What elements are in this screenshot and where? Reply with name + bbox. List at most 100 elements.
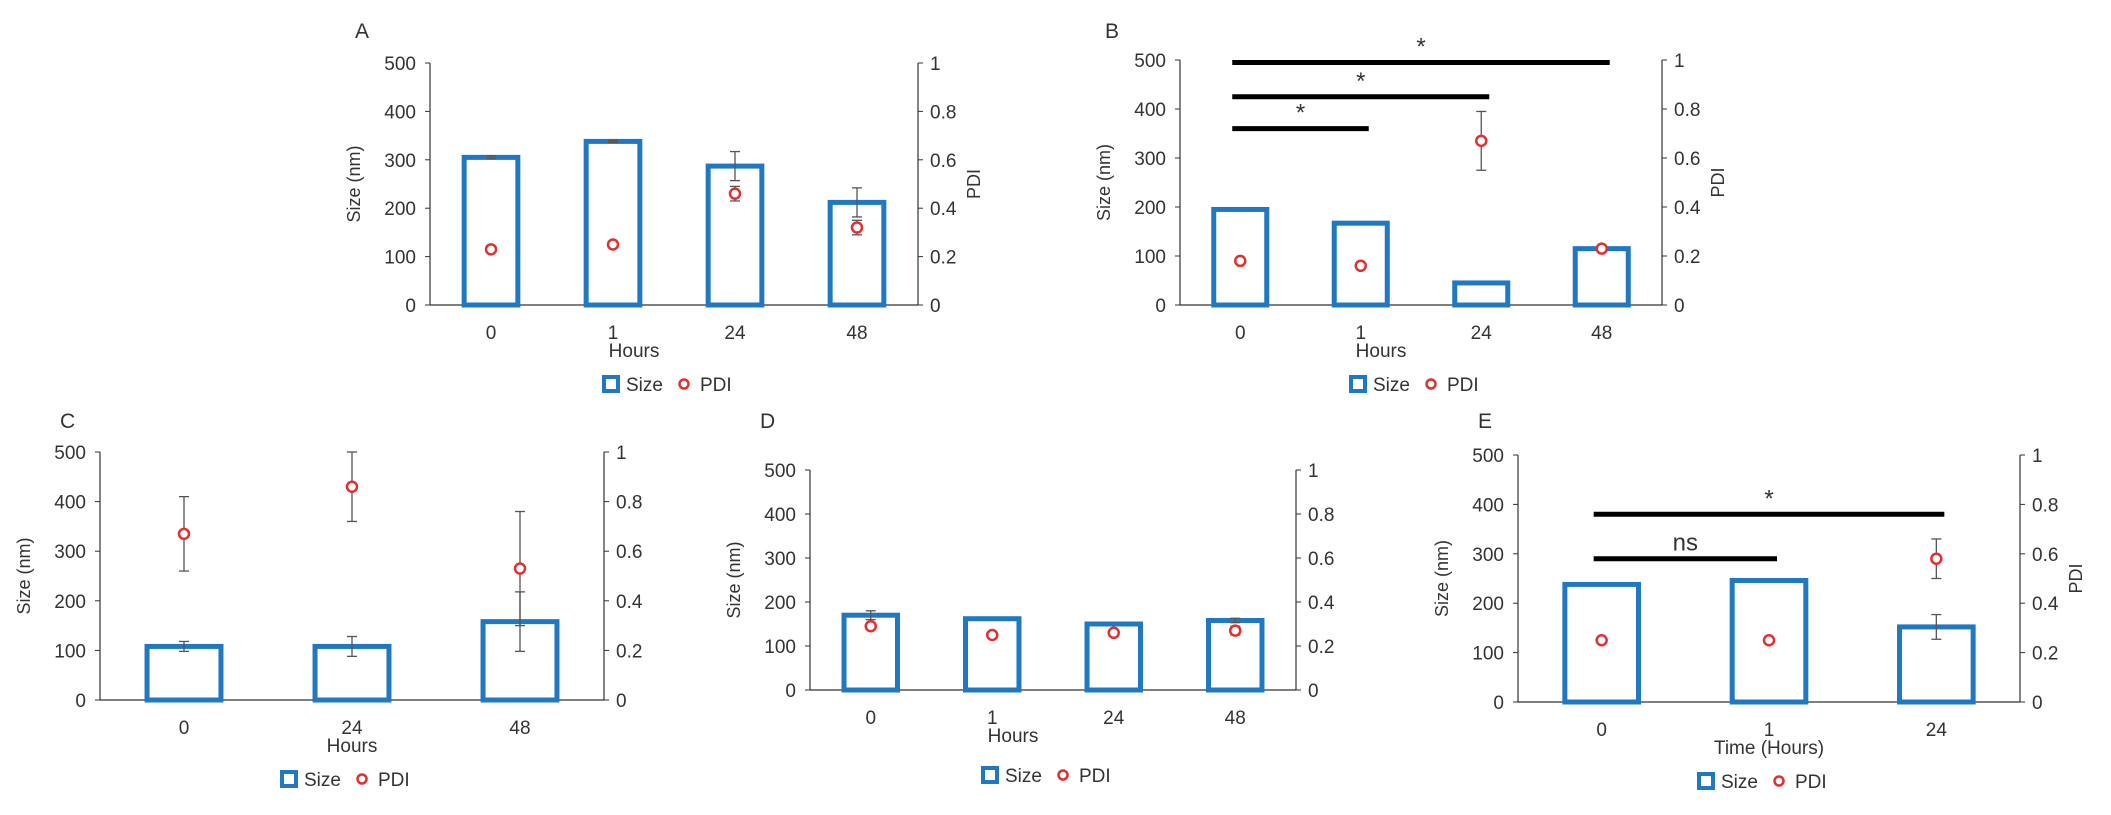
pdi-point	[1930, 552, 1943, 565]
x-tick-label: 1	[608, 323, 619, 344]
x-tick-label: 0	[865, 708, 876, 729]
y2-tick-label: 0	[1308, 681, 1319, 702]
y2-tick-label: 0.2	[2032, 644, 2058, 665]
y2-tick-label: 0.6	[1308, 549, 1334, 570]
y2-tick-label: 0	[930, 296, 941, 317]
y-tick-label: 500	[1472, 446, 1504, 467]
y-tick-label: 500	[1134, 51, 1166, 72]
y-tick-label: 0	[75, 691, 86, 712]
y-axis-title: Size (nm)	[14, 537, 34, 614]
x-tick-label: 24	[1926, 720, 1948, 741]
panel-d: D 0 100 200 300 400 500 0 0.2 0.4 0.6 0.8 1 Size (nm)…	[724, 410, 1335, 787]
panel-b: B 0 100 200 300 400 500 0 0.2 0.4 0.6 0.8 1 Size (nm)…	[1094, 20, 1728, 396]
y-axis-title: Size (nm)	[724, 541, 744, 618]
panel-c: C 0 100 200 300 400 500 0 0.2 0.4 0.6 0.8 1 Size (nm)…	[14, 410, 643, 791]
y-tick-label: 400	[764, 505, 796, 526]
legend-pdi-label: PDI	[1795, 772, 1827, 793]
y2-axis-title: PDI	[1708, 167, 1728, 197]
x-tick-label: 48	[846, 323, 867, 344]
pdi-point	[864, 619, 877, 633]
panel-label: B	[1105, 20, 1119, 43]
legend-pdi-marker	[1773, 775, 1785, 787]
y-axis-title: Size (nm)	[344, 145, 364, 222]
legend-size-label: Size	[626, 375, 663, 396]
x-tick-label: 24	[341, 718, 363, 739]
y-tick-label: 100	[54, 641, 86, 662]
y-tick-label: 0	[405, 296, 416, 317]
pdi-point	[986, 628, 999, 642]
y2-tick-label: 1	[616, 443, 627, 464]
pdi-point	[513, 562, 527, 575]
x-axis-title: Time (Hours)	[1714, 738, 1824, 759]
y2-tick-label: 0.6	[1674, 149, 1700, 170]
x-tick-label: 24	[724, 323, 746, 344]
x-tick-label: 0	[1596, 720, 1607, 741]
size-bar	[461, 154, 521, 308]
significance-label: ns	[1673, 530, 1698, 557]
legend-size-label: Size	[304, 770, 341, 791]
y-tick-label: 300	[54, 542, 86, 563]
y2-tick-label: 1	[1674, 51, 1685, 72]
legend-pdi-label: PDI	[378, 770, 410, 791]
x-tick-label: 48	[1225, 708, 1246, 729]
legend-size-label: Size	[1721, 772, 1758, 793]
legend-size-swatch	[1697, 772, 1715, 790]
y-tick-label: 0	[1155, 296, 1166, 317]
y2-tick-label: 0	[616, 691, 627, 712]
legend-pdi-label: PDI	[1079, 766, 1111, 787]
pdi-point	[345, 480, 359, 493]
pdi-point	[1762, 634, 1776, 647]
y-tick-label: 500	[384, 54, 416, 75]
size-bar	[583, 138, 643, 308]
pdi-point	[728, 187, 742, 200]
panel-a: A 0 100 200 300 400 500 0 0.2 0.4 0.6 0.8 1 Size (nm)…	[344, 20, 984, 396]
x-tick-label: 0	[1235, 323, 1246, 344]
size-bar	[144, 643, 224, 703]
y-tick-label: 200	[1134, 198, 1166, 219]
y-tick-label: 200	[384, 199, 416, 220]
y2-tick-label: 0.2	[1308, 637, 1334, 658]
legend-pdi-marker	[1057, 769, 1069, 781]
x-axis-title: Hours	[988, 726, 1039, 747]
y-tick-label: 400	[1472, 495, 1504, 516]
pdi-point	[1595, 242, 1608, 255]
y-tick-label: 0	[1493, 693, 1504, 714]
y-tick-label: 300	[384, 151, 416, 172]
y-tick-label: 200	[54, 592, 86, 613]
x-axis-title: Hours	[327, 736, 378, 757]
panel-label: E	[1478, 410, 1492, 433]
y-axis-title: Size (nm)	[1094, 144, 1114, 221]
legend-pdi-label: PDI	[1447, 375, 1479, 396]
y-tick-label: 300	[764, 549, 796, 570]
significance-label: *	[1296, 100, 1305, 127]
significance-label: *	[1416, 33, 1425, 60]
y2-axis-title: PDI	[964, 169, 984, 199]
y2-axis-title: PDI	[2066, 563, 2086, 593]
x-tick-label: 0	[179, 718, 190, 739]
legend-size-swatch	[1349, 375, 1367, 393]
size-bar	[1572, 246, 1631, 308]
y2-tick-label: 0.6	[616, 542, 642, 563]
y2-tick-label: 0.2	[930, 248, 956, 269]
y-tick-label: 100	[764, 637, 796, 658]
significance-label: *	[1764, 485, 1773, 512]
y-tick-label: 200	[1472, 594, 1504, 615]
pdi-point	[484, 243, 498, 256]
panel-label: A	[355, 20, 369, 43]
panel-label: C	[60, 410, 75, 433]
legend-pdi-marker	[356, 773, 368, 785]
size-bar	[1562, 581, 1641, 705]
pdi-point	[850, 221, 864, 234]
x-tick-label: 48	[509, 718, 530, 739]
x-tick-label: 48	[1591, 323, 1612, 344]
pdi-point	[1354, 259, 1367, 273]
y2-tick-label: 0.6	[2032, 545, 2058, 566]
legend-size-swatch	[602, 375, 620, 393]
y2-tick-label: 0.8	[1674, 100, 1700, 121]
y2-tick-label: 0.8	[1308, 505, 1334, 526]
x-axis-title: Hours	[1356, 341, 1407, 362]
y-tick-label: 100	[1134, 247, 1166, 268]
y-tick-label: 400	[54, 493, 86, 514]
x-tick-label: 1	[1355, 323, 1366, 344]
